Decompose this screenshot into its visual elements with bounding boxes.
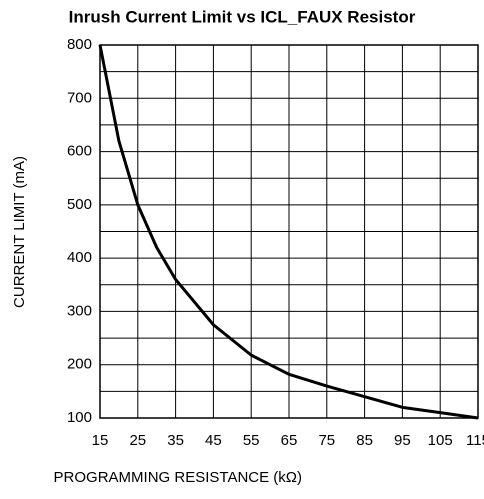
x-tick-label: 65	[281, 432, 298, 449]
y-tick-label: 200	[67, 356, 92, 373]
x-tick-label: 75	[318, 432, 335, 449]
chart-title: Inrush Current Limit vs ICL_FAUX Resisto…	[69, 7, 416, 26]
x-tick-label: 55	[243, 432, 260, 449]
x-tick-label: 105	[428, 432, 453, 449]
y-axis-label: CURRENT LIMIT (mA)	[11, 156, 28, 308]
y-tick-label: 300	[67, 302, 92, 319]
y-tick-label: 500	[67, 196, 92, 213]
x-tick-label: 85	[356, 432, 373, 449]
y-tick-label: 100	[67, 409, 92, 426]
x-axis-label: PROGRAMMING RESISTANCE (kΩ)	[54, 469, 302, 486]
x-tick-label: 15	[92, 432, 109, 449]
x-tick-label: 115	[466, 432, 484, 449]
line-series	[98, 44, 479, 420]
y-tick-label: 800	[67, 36, 92, 53]
y-tick-label: 700	[67, 89, 92, 106]
x-tick-label: 95	[394, 432, 411, 449]
y-tick-label: 400	[67, 249, 92, 266]
x-tick-label: 35	[167, 432, 184, 449]
x-tick-label: 25	[129, 432, 146, 449]
x-tick-label: 45	[205, 432, 222, 449]
plot-frame	[99, 44, 479, 419]
y-tick-label: 600	[67, 143, 92, 160]
